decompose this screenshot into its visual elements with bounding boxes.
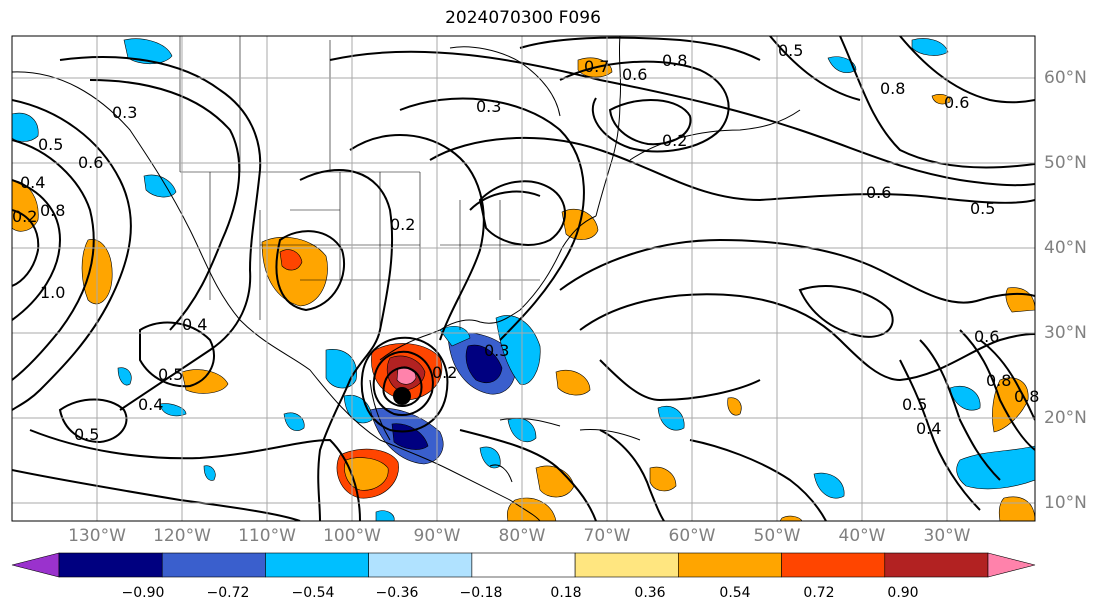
contour-label: 0.2 (390, 215, 415, 234)
contour-label: 0.5 (158, 365, 183, 384)
contour-label: 0.6 (866, 183, 891, 202)
contour-label: 0.7 (584, 57, 609, 76)
contour-label: 0.6 (622, 65, 647, 84)
colorbar-tick: 0.72 (803, 585, 835, 601)
grid-lines (12, 36, 1035, 521)
contour-label: 0.8 (1014, 387, 1039, 406)
lon-label: 70°W (583, 526, 631, 546)
contour-label: 0.8 (662, 51, 687, 70)
colorbar-extend-min (11, 552, 60, 578)
contour-labels: 0.3 0.5 0.6 0.4 0.8 0.2 1.0 0.7 0.6 0.8 … (12, 41, 1039, 444)
map-title: 2024070300 F096 (445, 8, 601, 28)
colorbar-segment (471, 552, 576, 578)
lon-label: 40°W (838, 526, 886, 546)
contour-label: 0.5 (970, 199, 995, 218)
lon-label: 30°W (923, 526, 971, 546)
lon-label: 50°W (753, 526, 801, 546)
map-frame (11, 35, 1036, 522)
coastlines (12, 36, 801, 521)
contour-label: 0.2 (662, 131, 687, 150)
lon-label: 130°W (68, 526, 126, 546)
contour-label: 0.3 (112, 103, 137, 122)
contour-lines (12, 36, 1035, 521)
lon-label: 100°W (323, 526, 381, 546)
lat-label: 50°N (1044, 153, 1087, 173)
contour-label: 0.5 (902, 395, 927, 414)
contour-label: 0.4 (916, 419, 941, 438)
contour-label: 0.6 (944, 93, 969, 112)
colorbar-segment (58, 552, 163, 578)
map-content (12, 36, 1035, 521)
colorbar-segment (265, 552, 369, 578)
contour-label: 0.5 (38, 135, 63, 154)
colorbar-segment (161, 552, 266, 578)
contour-label: 0.4 (182, 315, 207, 334)
colorbar-segment (884, 552, 989, 578)
contour-label: 0.2 (432, 363, 457, 382)
contour-label: 0.3 (484, 341, 509, 360)
colorbar-tick: −0.18 (459, 585, 503, 601)
colorbar-tick: −0.54 (291, 585, 335, 601)
contour-label: 1.0 (40, 283, 65, 302)
lat-label: 10°N (1044, 493, 1087, 513)
lat-label: 40°N (1044, 238, 1087, 258)
colorbar-segment (678, 552, 782, 578)
contour-label: 0.5 (74, 425, 99, 444)
contour-label: 0.3 (476, 97, 501, 116)
lon-label: 80°W (498, 526, 546, 546)
lat-label: 20°N (1044, 408, 1087, 428)
colorbar-extend-max (987, 552, 1036, 578)
contour-label: 0.6 (974, 327, 999, 346)
colorbar-tick: 0.36 (634, 585, 666, 601)
contour-label: 0.4 (138, 395, 163, 414)
cyclone-center (393, 387, 411, 405)
lon-label: 90°W (413, 526, 461, 546)
contour-label: 0.6 (78, 153, 103, 172)
colorbar-segment (368, 552, 473, 578)
contour-label: 0.8 (880, 79, 905, 98)
colorbar-tick: −0.90 (121, 585, 165, 601)
lat-label: 30°N (1044, 323, 1087, 343)
colorbar-segment (574, 552, 679, 578)
colorbar-tick: 0.90 (887, 585, 919, 601)
contour-label: 0.4 (20, 173, 45, 192)
colorbar (11, 552, 1036, 578)
contour-label: 0.5 (778, 41, 803, 60)
colorbar-tick: −0.72 (206, 585, 250, 601)
contour-label: 0.8 (986, 371, 1011, 390)
lon-label: 60°W (668, 526, 716, 546)
lon-label: 120°W (153, 526, 211, 546)
contour-label: 0.8 (40, 201, 65, 220)
colorbar-segment (781, 552, 886, 578)
lon-label: 110°W (238, 526, 296, 546)
contour-label: 0.2 (12, 207, 37, 226)
lat-label: 60°N (1044, 68, 1087, 88)
colorbar-tick: −0.36 (375, 585, 419, 601)
colorbar-tick: 0.18 (550, 585, 582, 601)
colorbar-tick: 0.54 (719, 585, 751, 601)
